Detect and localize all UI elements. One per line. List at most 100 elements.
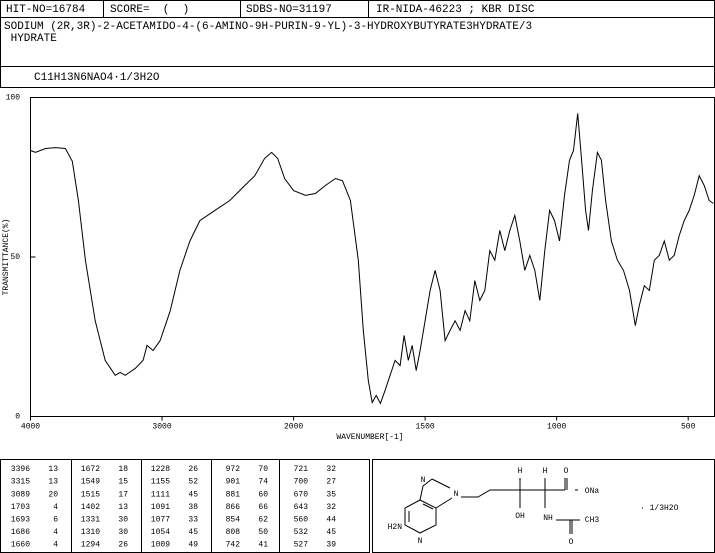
peak-wavenumber: 3396	[11, 465, 30, 474]
peak-transmittance: 4	[53, 528, 58, 537]
chain-bonds	[461, 478, 580, 534]
peak-wavenumber: 742	[226, 541, 241, 550]
peak-transmittance: 4	[53, 503, 58, 512]
peak-transmittance: 52	[188, 478, 198, 487]
peak-wavenumber: 532	[294, 528, 309, 537]
peak-transmittance: 17	[118, 490, 128, 499]
peak-transmittance: 32	[326, 503, 336, 512]
atom-label: N	[418, 537, 423, 546]
peak-wavenumber: 1228	[151, 465, 170, 474]
peak-wavenumber: 1331	[81, 516, 100, 525]
plot: 0 50 100 4000 3000 2000 1500 1000 500	[6, 94, 714, 432]
peak-transmittance: 66	[258, 503, 268, 512]
peak-transmittance: 39	[326, 541, 336, 550]
peak-transmittance: 44	[326, 516, 336, 525]
x-axis-title: WAVENUMBER[-1]	[336, 433, 403, 442]
peak-transmittance: 32	[326, 465, 336, 474]
peak-transmittance: 20	[48, 490, 58, 499]
peak-wavenumber: 1155	[151, 478, 170, 487]
method: IR-NIDA-46223 ; KBR DISC	[376, 4, 535, 16]
score: SCORE= ( )	[110, 4, 189, 16]
peak-wavenumber: 3315	[11, 478, 30, 487]
peak-transmittance: 62	[258, 516, 268, 525]
atom-label: H2N	[388, 523, 403, 532]
peak-wavenumber: 1686	[11, 528, 30, 537]
formula: C11H13N6NAO4·1/3H2O	[34, 72, 160, 84]
peak-transmittance: 45	[188, 528, 198, 537]
peak-transmittance: 33	[188, 516, 198, 525]
peak-transmittance: 6	[53, 516, 58, 525]
peak-wavenumber: 866	[226, 503, 241, 512]
peak-transmittance: 13	[118, 503, 128, 512]
sdbs-number: SDBS-NO=31197	[246, 4, 332, 16]
peak-transmittance: 27	[326, 478, 336, 487]
peak-transmittance: 18	[118, 465, 128, 474]
peak-wavenumber: 560	[294, 516, 309, 525]
peak-wavenumber: 1402	[81, 503, 100, 512]
hit-number: HIT-NO=16784	[6, 4, 86, 16]
peak-wavenumber: 670	[294, 490, 309, 499]
y-tick-label: 0	[15, 413, 20, 422]
x-tick-label: 4000	[21, 423, 40, 432]
peak-transmittance: 15	[118, 478, 128, 487]
peak-transmittance: 49	[188, 541, 198, 550]
peak-wavenumber: 1077	[151, 516, 170, 525]
y-tick-label: 100	[6, 94, 21, 103]
peak-transmittance: 30	[118, 528, 128, 537]
x-tick-label: 2000	[284, 423, 303, 432]
spectrum-line	[30, 113, 714, 405]
peak-transmittance: 13	[48, 465, 58, 474]
atom-label: O	[564, 467, 569, 476]
peak-wavenumber: 527	[294, 541, 309, 550]
peak-wavenumber: 1549	[81, 478, 100, 487]
y-tick-label: 50	[10, 253, 20, 262]
structure-drawing: N N N H2N H OH H NH O CH3 O ONa · 1/3H2O	[388, 467, 679, 547]
peak-wavenumber: 901	[226, 478, 241, 487]
peak-transmittance: 45	[188, 490, 198, 499]
peak-wavenumber: 881	[226, 490, 241, 499]
x-tick-label: 500	[681, 423, 696, 432]
atom-label: N	[421, 476, 426, 485]
atom-label: O	[569, 538, 574, 547]
peak-transmittance: 70	[258, 465, 268, 474]
x-tick-label: 1500	[416, 423, 435, 432]
peak-wavenumber: 700	[294, 478, 309, 487]
peak-wavenumber: 808	[226, 528, 241, 537]
peak-transmittance: 35	[326, 490, 336, 499]
atom-label: ONa	[585, 487, 600, 496]
peak-wavenumber: 721	[294, 465, 309, 474]
peak-transmittance: 26	[188, 465, 198, 474]
peak-transmittance: 41	[258, 541, 268, 550]
atom-label: N	[454, 490, 459, 499]
peak-wavenumber: 1703	[11, 503, 30, 512]
purine-bonds	[404, 478, 453, 534]
atom-label: CH3	[585, 516, 600, 525]
atom-label: H	[518, 467, 523, 476]
peak-wavenumber: 1660	[11, 541, 30, 550]
peak-wavenumber: 1672	[81, 465, 100, 474]
y-axis-title: TRANSMITTANCE(%)	[2, 219, 11, 296]
peak-transmittance: 50	[258, 528, 268, 537]
compound-name: SODIUM (2R,3R)-2-ACETAMIDO-4-(6-AMINO-9H…	[4, 21, 532, 33]
peak-wavenumber: 3089	[11, 490, 30, 499]
peak-transmittance: 60	[258, 490, 268, 499]
peak-wavenumber: 1310	[81, 528, 100, 537]
peak-transmittance: 45	[326, 528, 336, 537]
peak-wavenumber: 1111	[151, 490, 170, 499]
peak-wavenumber: 1693	[11, 516, 30, 525]
peak-wavenumber: 1091	[151, 503, 170, 512]
peak-wavenumber: 854	[226, 516, 241, 525]
peak-transmittance: 30	[118, 516, 128, 525]
plot-frame	[30, 97, 715, 417]
x-tick-label: 1000	[547, 423, 566, 432]
atom-label: NH	[543, 514, 553, 523]
peak-transmittance: 26	[118, 541, 128, 550]
atom-label: OH	[515, 512, 525, 521]
peak-transmittance: 13	[48, 478, 58, 487]
peak-wavenumber: 1054	[151, 528, 170, 537]
x-tick-label: 3000	[152, 423, 171, 432]
peak-wavenumber: 643	[294, 503, 309, 512]
